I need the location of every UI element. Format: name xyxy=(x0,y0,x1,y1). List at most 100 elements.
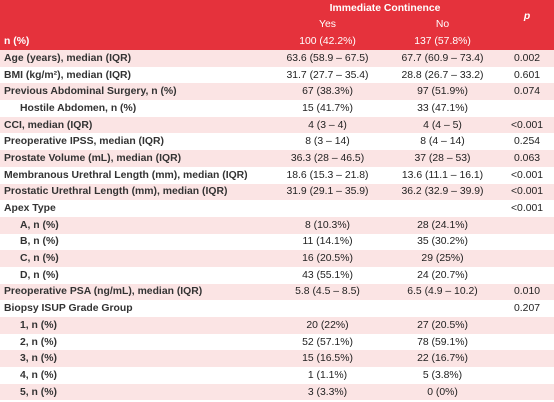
blank-cell xyxy=(500,32,554,50)
table-row: Hostile Abdomen, n (%) 15 (41.7%) 33 (47.1… xyxy=(0,100,554,117)
row-label: Membranous Urethral Length (mm), median … xyxy=(4,169,248,181)
no-cell: 36.2 (32.9 – 39.9) xyxy=(385,183,501,201)
no-cell: 78 (59.1%) xyxy=(417,336,468,348)
yes-cell: 67 (38.3%) xyxy=(270,83,385,101)
row-label: Preoperative IPSS, median (IQR) xyxy=(4,136,164,148)
header-row: Immediate Continence p xyxy=(0,0,554,32)
yes-cell xyxy=(270,300,385,317)
no-cell: 24 (20.7%) xyxy=(417,269,468,281)
blank-cell xyxy=(0,0,270,16)
row-label: Age (years), median (IQR) xyxy=(0,50,270,67)
row-label: BMI (kg/m²), median (IQR) xyxy=(4,69,131,81)
row-label: C, n (%) xyxy=(0,250,270,267)
yes-cell: 43 (55.1%) xyxy=(302,269,353,281)
no-cell xyxy=(385,300,500,317)
table-body: Age (years), median (IQR) 63.6 (58.9 – 67… xyxy=(0,50,554,401)
yes-cell: 18.6 (15.3 – 21.8) xyxy=(286,169,369,181)
table-row: Preoperative PSA (ng/mL), median (IQR) 5.… xyxy=(0,283,554,301)
row-label: 2, n (%) xyxy=(20,336,57,348)
p-cell xyxy=(500,367,554,384)
no-cell: 4 (4 – 5) xyxy=(385,116,501,134)
row-label: B, n (%) xyxy=(20,236,59,248)
row-label: Biopsy ISUP Grade Group xyxy=(4,303,133,315)
table-row: Apex Type <0.001 xyxy=(0,200,554,217)
table-row: Biopsy ISUP Grade Group 0.207 xyxy=(0,300,554,317)
p-cell: 0.207 xyxy=(514,303,541,315)
p-cell: 0.010 xyxy=(500,283,554,301)
yes-cell: 15 (16.5%) xyxy=(270,350,385,368)
yes-cell: 1 (1.1%) xyxy=(307,369,348,381)
p-cell xyxy=(500,350,554,368)
table-row: 4, n (%) 1 (1.1%) 5 (3.8%) xyxy=(0,367,554,384)
no-cell: 27 (20.5%) xyxy=(385,317,501,334)
no-cell: 5 (3.8%) xyxy=(422,369,463,381)
row-label: Previous Abdominal Surgery, n (%) xyxy=(0,83,270,101)
no-cell: 35 (30.2%) xyxy=(417,236,468,248)
p-cell: 0.254 xyxy=(514,136,541,148)
row-label: n (%) xyxy=(0,32,270,50)
no-cell: 0 (0%) xyxy=(385,383,501,401)
table-row: D, n (%) 43 (55.1%) 24 (20.7%) xyxy=(0,267,554,284)
p-cell xyxy=(500,383,554,401)
row-label: Prostate Volume (mL), median (IQR) xyxy=(0,150,270,167)
p-cell: 0.601 xyxy=(514,69,541,81)
table-row: Prostatic Urethral Length (mm), median (… xyxy=(0,183,554,201)
p-cell xyxy=(500,267,554,284)
yes-cell: 20 (22%) xyxy=(270,317,385,334)
no-cell: 29 (25%) xyxy=(385,250,501,267)
table-row: 2, n (%) 52 (57.1%) 78 (59.1%) xyxy=(0,334,554,351)
p-cell xyxy=(500,234,554,251)
no-header: No xyxy=(385,16,501,32)
no-cell: 13.6 (11.1 – 16.1) xyxy=(401,169,484,181)
no-cell: 97 (51.9%) xyxy=(385,83,501,101)
table-row: 3, n (%) 15 (16.5%) 22 (16.7%) xyxy=(0,350,554,368)
row-label: Preoperative PSA (ng/mL), median (IQR) xyxy=(0,283,270,301)
table-row: Prostate Volume (mL), median (IQR) 36.3 (… xyxy=(0,150,554,167)
yes-cell: 11 (14.1%) xyxy=(302,236,353,248)
yes-cell: 8 (3 – 14) xyxy=(305,136,350,148)
no-cell: 8 (4 – 14) xyxy=(420,136,465,148)
group-header: Immediate Continence xyxy=(270,0,501,16)
p-cell xyxy=(500,250,554,267)
row-label: A, n (%) xyxy=(0,216,270,234)
n-row: n (%) 100 (42.2%) 137 (57.8%) xyxy=(0,32,554,50)
table-row: 1, n (%) 20 (22%) 27 (20.5%) xyxy=(0,317,554,334)
p-cell xyxy=(500,317,554,334)
yes-cell: 3 (3.3%) xyxy=(270,383,385,401)
yes-cell: 100 (42.2%) xyxy=(270,32,385,50)
row-label: 5, n (%) xyxy=(0,383,270,401)
no-cell: 28 (24.1%) xyxy=(385,216,501,234)
table-row: 5, n (%) 3 (3.3%) 0 (0%) xyxy=(0,383,554,401)
row-label: Apex Type xyxy=(4,203,56,215)
table-row: C, n (%) 16 (20.5%) 29 (25%) xyxy=(0,250,554,267)
no-cell: 6.5 (4.9 – 10.2) xyxy=(385,283,501,301)
yes-cell: 15 (41.7%) xyxy=(302,102,353,114)
row-label: D, n (%) xyxy=(20,269,59,281)
p-cell: <0.001 xyxy=(500,183,554,201)
yes-cell: 52 (57.1%) xyxy=(302,336,353,348)
p-cell: <0.001 xyxy=(500,116,554,134)
row-label: Prostatic Urethral Length (mm), median (… xyxy=(0,183,270,201)
p-header: p xyxy=(500,0,554,32)
table-row: BMI (kg/m²), median (IQR) 31.7 (27.7 – 35… xyxy=(0,67,554,84)
p-cell: <0.001 xyxy=(510,169,544,181)
no-cell: 137 (57.8%) xyxy=(385,32,501,50)
row-label: Hostile Abdomen, n (%) xyxy=(20,102,137,114)
yes-cell: 36.3 (28 – 46.5) xyxy=(270,150,385,167)
p-cell: 0.063 xyxy=(500,150,554,167)
p-cell xyxy=(500,334,554,351)
yes-cell: 8 (10.3%) xyxy=(270,216,385,234)
no-cell: 22 (16.7%) xyxy=(385,350,501,368)
p-cell: 0.074 xyxy=(500,83,554,101)
p-cell: <0.001 xyxy=(510,203,544,215)
yes-header: Yes xyxy=(270,16,385,32)
p-cell xyxy=(500,216,554,234)
p-cell: 0.002 xyxy=(500,50,554,67)
yes-cell: 31.9 (29.1 – 35.9) xyxy=(270,183,385,201)
row-label: 1, n (%) xyxy=(0,317,270,334)
table-row: Membranous Urethral Length (mm), median … xyxy=(0,167,554,184)
p-cell xyxy=(500,100,554,117)
no-cell: 37 (28 – 53) xyxy=(385,150,501,167)
